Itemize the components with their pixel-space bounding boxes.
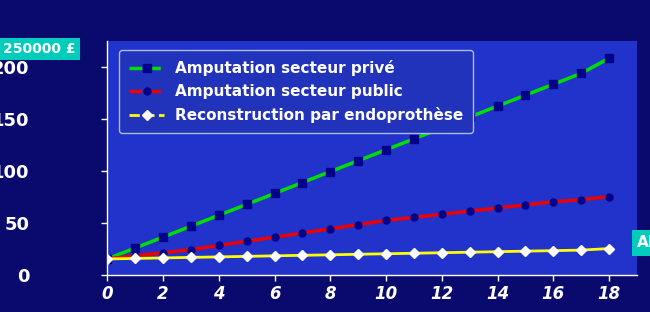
- Reconstruction par endoprothèse: [187, 256, 195, 259]
- Reconstruction par endoprothèse: [382, 252, 390, 256]
- Reconstruction par endoprothèse: [131, 256, 139, 260]
- Amputation secteur public: [577, 198, 585, 202]
- Amputation secteur public: [521, 203, 529, 207]
- Reconstruction par endoprothèse: [354, 252, 362, 256]
- Line: Reconstruction par endoprothèse: Reconstruction par endoprothèse: [104, 245, 612, 262]
- Reconstruction par endoprothèse: [549, 249, 557, 252]
- Amputation secteur privé: [438, 126, 446, 130]
- Text: 250000 £: 250000 £: [3, 42, 76, 56]
- Amputation secteur privé: [159, 235, 167, 239]
- Amputation secteur public: [605, 195, 613, 198]
- Reconstruction par endoprothèse: [215, 255, 223, 259]
- Amputation secteur public: [298, 231, 306, 235]
- Amputation secteur privé: [577, 71, 585, 75]
- Amputation secteur privé: [270, 192, 278, 195]
- Reconstruction par endoprothèse: [466, 250, 474, 254]
- Amputation secteur public: [270, 235, 278, 239]
- Amputation secteur public: [354, 223, 362, 227]
- Reconstruction par endoprothèse: [494, 250, 502, 254]
- Reconstruction par endoprothèse: [242, 255, 250, 258]
- Amputation secteur public: [131, 254, 139, 258]
- Amputation secteur public: [103, 257, 111, 261]
- Reconstruction par endoprothèse: [521, 249, 529, 253]
- Reconstruction par endoprothèse: [410, 251, 418, 255]
- Amputation secteur privé: [521, 93, 529, 97]
- Amputation secteur privé: [187, 224, 195, 228]
- Amputation secteur public: [494, 206, 502, 210]
- Text: ANS: ANS: [637, 236, 650, 251]
- Amputation secteur privé: [494, 104, 502, 108]
- Amputation secteur privé: [103, 257, 111, 261]
- Line: Amputation secteur privé: Amputation secteur privé: [103, 54, 614, 263]
- Amputation secteur privé: [242, 202, 250, 206]
- Amputation secteur privé: [354, 159, 362, 163]
- Reconstruction par endoprothèse: [159, 256, 167, 260]
- Amputation secteur privé: [382, 148, 390, 152]
- Amputation secteur public: [159, 251, 167, 255]
- Amputation secteur public: [549, 200, 557, 204]
- Legend: Amputation secteur privé, Amputation secteur public, Reconstruction par endoprot: Amputation secteur privé, Amputation sec…: [120, 50, 473, 133]
- Reconstruction par endoprothèse: [326, 253, 334, 257]
- Amputation secteur privé: [215, 213, 223, 217]
- Amputation secteur public: [187, 248, 195, 251]
- Reconstruction par endoprothèse: [605, 247, 613, 251]
- Amputation secteur public: [382, 219, 390, 222]
- Amputation secteur privé: [549, 82, 557, 86]
- Reconstruction par endoprothèse: [438, 251, 446, 255]
- Amputation secteur privé: [326, 170, 334, 173]
- Reconstruction par endoprothèse: [103, 257, 111, 261]
- Reconstruction par endoprothèse: [298, 253, 306, 257]
- Amputation secteur privé: [131, 246, 139, 250]
- Amputation secteur public: [466, 209, 474, 213]
- Amputation secteur privé: [466, 115, 474, 119]
- Line: Amputation secteur public: Amputation secteur public: [104, 193, 612, 262]
- Amputation secteur privé: [605, 56, 613, 60]
- Reconstruction par endoprothèse: [577, 248, 585, 252]
- Amputation secteur public: [326, 227, 334, 231]
- Amputation secteur privé: [298, 181, 306, 184]
- Amputation secteur privé: [410, 137, 418, 141]
- Reconstruction par endoprothèse: [270, 254, 278, 258]
- Amputation secteur public: [438, 212, 446, 216]
- Amputation secteur public: [242, 239, 250, 243]
- Amputation secteur public: [410, 216, 418, 219]
- Amputation secteur public: [215, 244, 223, 247]
